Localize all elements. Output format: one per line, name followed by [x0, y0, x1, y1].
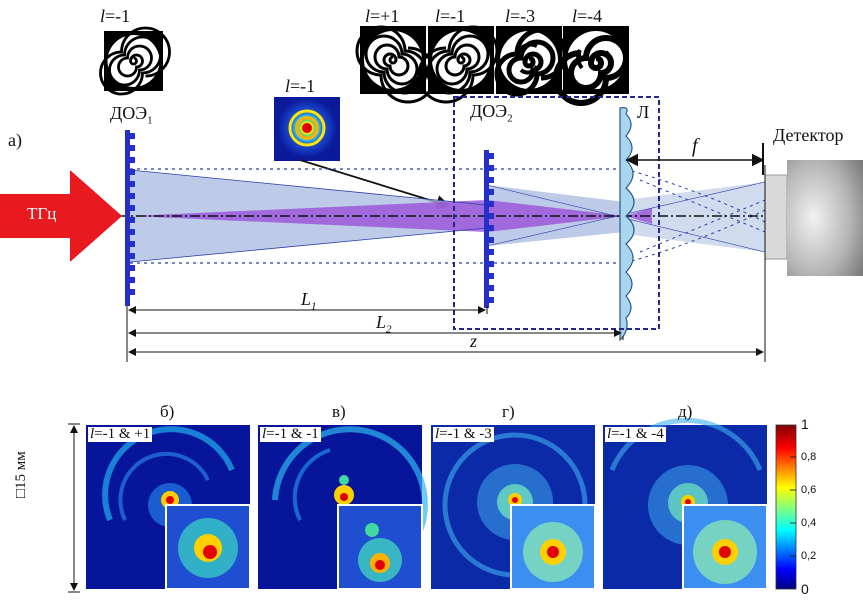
z-label: z — [470, 331, 478, 351]
panel-b-image — [86, 425, 250, 589]
panel-b-title: б) — [160, 402, 175, 421]
panel-d-tag: l=-1 & -4 — [605, 426, 666, 442]
inset-pointer-arrow — [299, 159, 451, 210]
spiral-tile-doe1 — [99, 26, 171, 96]
inset-charge-label: l=-1 — [285, 76, 316, 96]
panel-v-image — [258, 425, 428, 589]
detector-body — [764, 160, 863, 362]
spiral-tile-set-1 — [355, 25, 437, 104]
colorbar-tick-06: 0,6 — [801, 484, 817, 496]
set-charge-label-4: l=-4 — [572, 6, 603, 26]
panel-g-image — [431, 425, 595, 589]
doe2-element — [484, 150, 494, 308]
panel-v-title: в) — [332, 402, 346, 421]
detector-label: Детектор — [773, 125, 844, 145]
scale-label: □15 мм — [13, 451, 29, 498]
L1-label: L1 — [301, 289, 317, 313]
spiral-tile-set-4 — [553, 26, 629, 106]
panel-a-label: а) — [8, 130, 22, 150]
set-charge-label-1: l=+1 — [365, 6, 400, 26]
thz-arrow — [0, 170, 122, 262]
colorbar-tick-1: 1 — [801, 416, 809, 432]
f-label: f — [692, 135, 698, 157]
thz-label: ТГц — [27, 204, 57, 223]
colorbar-tick-04: 0,4 — [801, 517, 817, 529]
fresnel-lens — [619, 107, 635, 342]
doe2-label: ДОЭ2 — [470, 101, 513, 125]
doe1-element — [125, 130, 135, 306]
doe1-label: ДОЭ1 — [110, 103, 153, 127]
panel-d-title: д) — [678, 402, 693, 421]
spiral-tile-set-3 — [494, 26, 568, 97]
colorbar — [775, 424, 797, 590]
colorbar-tick-0: 0 — [801, 581, 809, 597]
panel-v-tag: l=-1 & -1 — [260, 426, 321, 442]
colorbar-tick-02: 0,2 — [801, 550, 817, 562]
beam-inset-image — [274, 97, 340, 161]
L2-label: L2 — [376, 312, 392, 336]
set-charge-label-2: l=-1 — [435, 6, 466, 26]
panel-b-tag: l=-1 & +1 — [88, 426, 153, 442]
set-charge-label-3: l=-3 — [505, 6, 536, 26]
colorbar-tick-08: 0,8 — [801, 451, 817, 463]
spiral-tile-set-2 — [417, 25, 499, 104]
doe1-charge-label: l=-1 — [100, 6, 131, 26]
panel-g-tag: l=-1 & -3 — [433, 426, 494, 442]
panel-g-title: г) — [502, 402, 515, 421]
lens-label: Л — [637, 102, 650, 122]
